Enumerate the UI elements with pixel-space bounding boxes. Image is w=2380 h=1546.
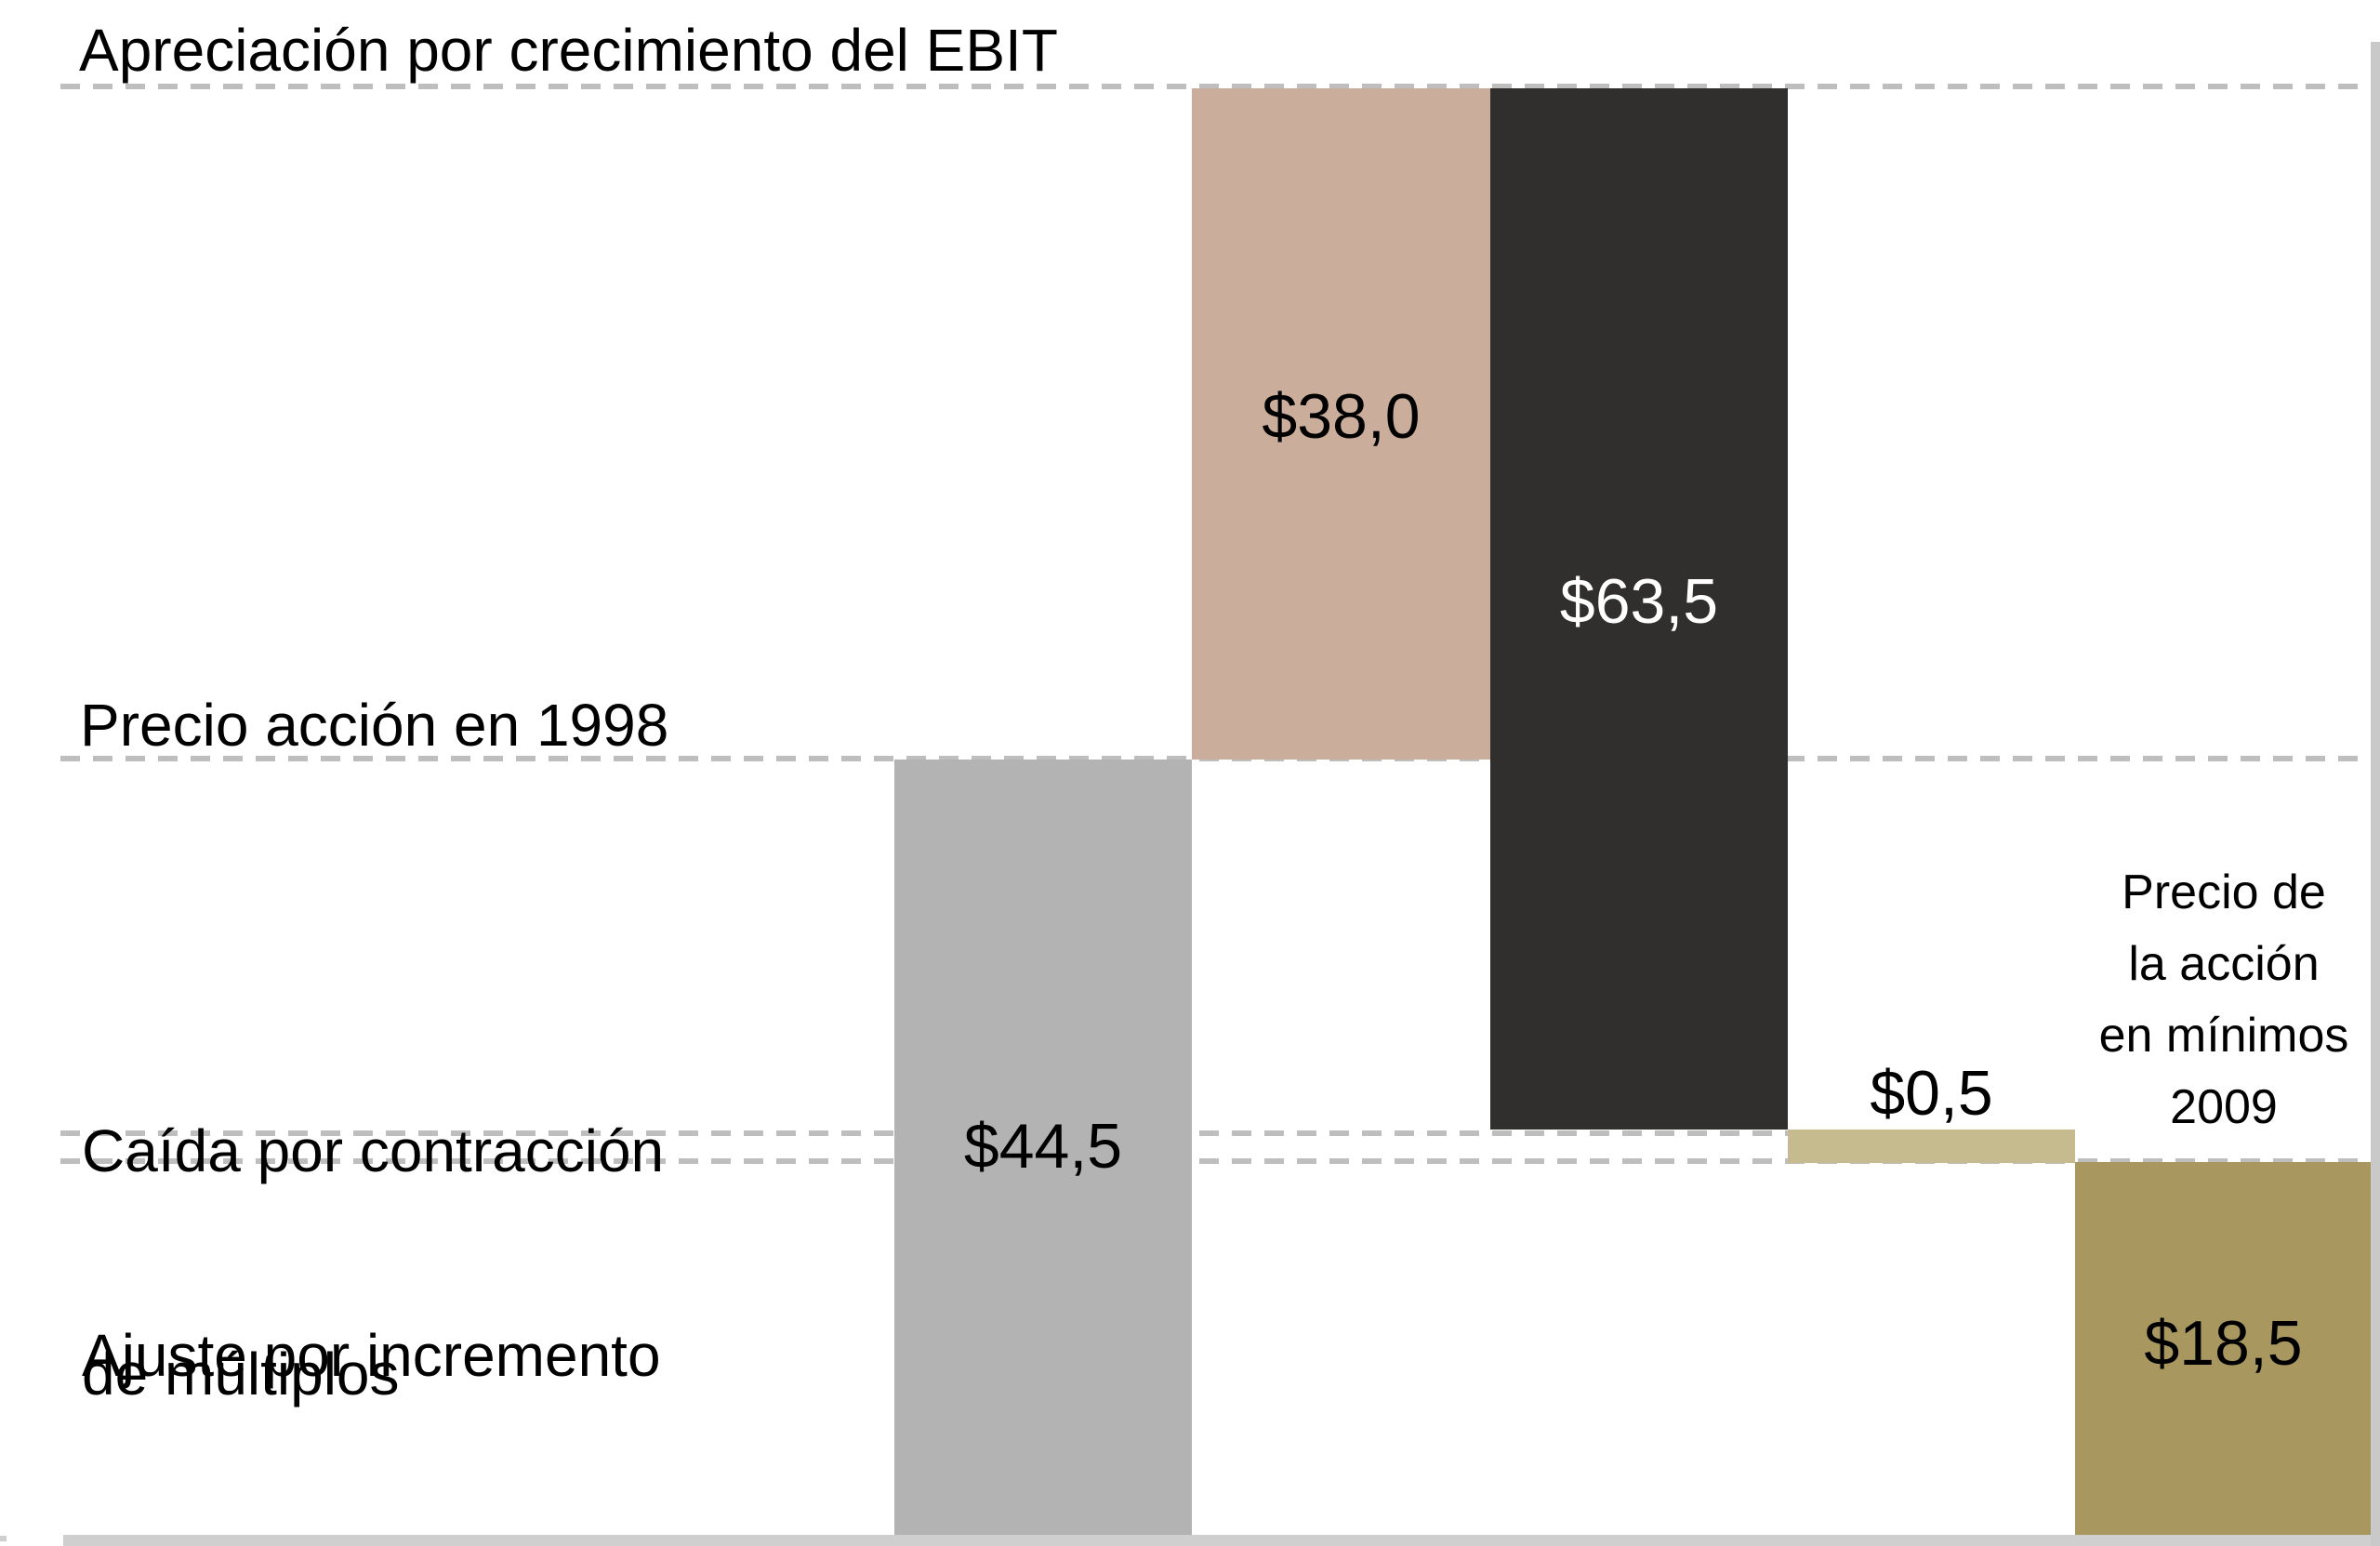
label-debt-adjustment: Ajuste por incremento del endeudamiento [82,1169,661,1546]
value-price-1998: $44,5 [963,1111,1123,1182]
label-ebit-appreciation: Apreciación por crecimiento del EBIT [79,17,1058,84]
label-debt-adjustment-line2: del endeudamiento [82,1541,661,1546]
label-price-2009-low: Precio de la acción en mínimos 2009 [2075,857,2373,1143]
guide-line-level-18-5 [60,1158,2366,1164]
value-ebit-growth: $38,0 [1262,381,1421,452]
label-price-2009-line1: Precio de [2122,865,2326,919]
label-price-2009-line3: en mínimos [2098,1009,2349,1063]
right-edge-strip [2371,42,2380,1546]
label-multiple-contraction: Caída por contracción de múltiplos [82,965,664,1546]
value-price-2009-low: $18,5 [2144,1308,2303,1379]
baseline-strip [63,1535,2380,1546]
label-multiple-contraction-line1: Caída por contracción [82,1117,665,1184]
label-price-2009-line4: 2009 [2170,1080,2278,1134]
label-price-2009-line2: la acción [2128,937,2320,991]
value-debt-adjustment: $0,5 [1870,1058,1993,1129]
label-price-1998: Precio acción en 1998 [80,692,669,759]
label-multiple-contraction-line2: de múltiplos [82,1341,400,1407]
bar-price-2009-low [2075,1162,2372,1536]
baseline-strip-notch [0,1536,7,1541]
guide-line-ebit-peak [60,84,2366,89]
bar-price-1998 [894,760,1192,1536]
bar-debt-adjustment [1788,1130,2075,1163]
bar-multiple-contraction [1490,88,1788,1130]
label-debt-adjustment-line1: Ajuste por incremento [82,1322,661,1389]
value-multiple-contraction: $63,5 [1559,566,1719,637]
bar-ebit-growth [1192,88,1490,760]
